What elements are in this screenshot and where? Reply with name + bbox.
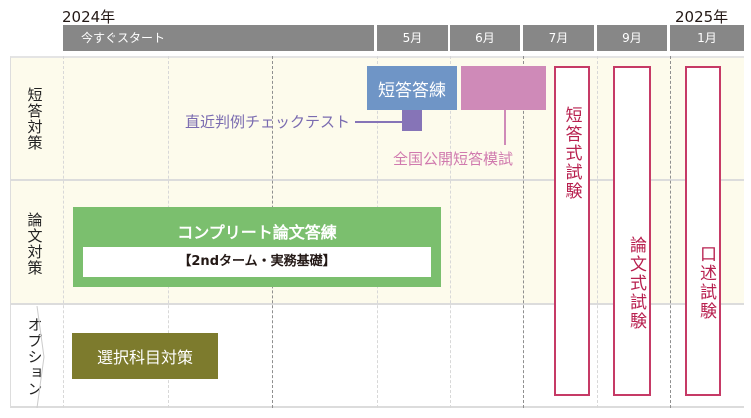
grid-line	[523, 56, 524, 408]
timeline-jan: 1月	[670, 25, 744, 51]
essay-drill-title: コンプリート論文答練	[177, 223, 337, 242]
timeline-now: 今すぐスタート	[63, 25, 374, 51]
essay-drill-subtitle: 【2ndターム・実務基礎】	[83, 247, 431, 277]
national-mock-bar	[461, 66, 546, 110]
grid-line	[670, 56, 671, 408]
case-check-bar	[402, 110, 422, 131]
grid-line	[63, 56, 64, 408]
row-label-option: オプション	[25, 317, 44, 397]
short-answer-drill: 短答答練	[367, 66, 457, 110]
exam-short-answer: 短答式試験	[554, 66, 590, 396]
timeline-may: 5月	[377, 25, 448, 51]
timeline-sept: 9月	[597, 25, 667, 51]
case-check-leader	[355, 121, 402, 123]
case-check-label: 直近判例チェックテスト	[184, 113, 350, 131]
timeline-june: 6月	[450, 25, 520, 51]
option-arrow	[36, 306, 45, 408]
timeline-july: 7月	[523, 25, 594, 51]
row-label-essay: 論文対策	[25, 212, 44, 276]
national-mock-leader	[504, 110, 506, 145]
national-mock-label: 全国公開短答模試	[393, 150, 514, 168]
year-2024: 2024年	[62, 8, 116, 26]
row-label-short: 短答対策	[25, 87, 44, 151]
grid-line	[450, 56, 451, 408]
exam-oral: 口述試験	[685, 66, 721, 396]
exam-essay: 論文式試験	[613, 66, 651, 396]
year-2025: 2025年	[675, 8, 729, 26]
complete-essay-drill: コンプリート論文答練 【2ndターム・実務基礎】	[73, 207, 441, 287]
elective-subject: 選択科目対策	[72, 333, 218, 379]
grid-line	[597, 56, 598, 408]
